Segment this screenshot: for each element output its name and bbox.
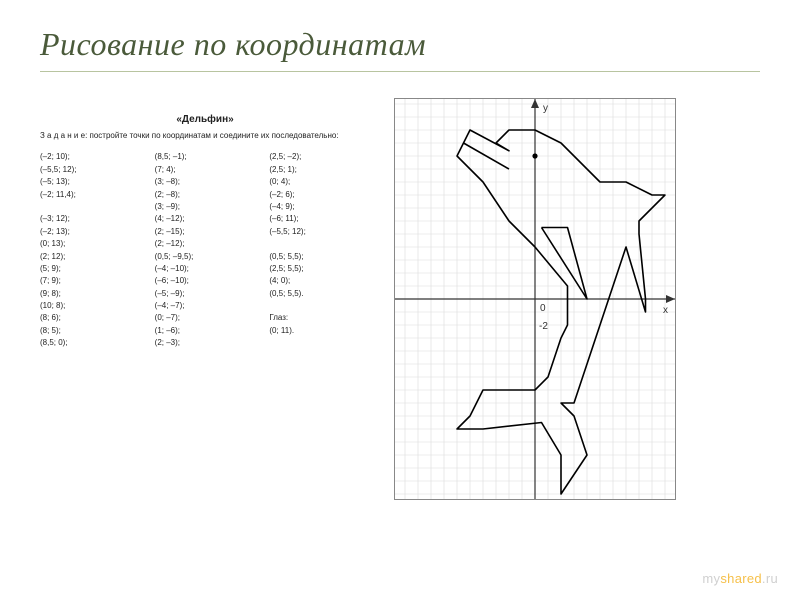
coord-cell: (2,5; –2); — [269, 151, 370, 163]
svg-text:x: x — [663, 305, 668, 316]
svg-text:-2: -2 — [539, 321, 548, 332]
slide: Рисование по координатам «Дельфин» З а д… — [0, 0, 800, 600]
chart-panel: y x 0 -2 — [394, 98, 676, 505]
instruction-text: постройте точки по координатам и соедини… — [90, 131, 339, 140]
coord-cell — [269, 238, 370, 250]
content-row: «Дельфин» З а д а н и е: постройте точки… — [40, 98, 760, 505]
coord-cell: (–6; –10); — [155, 275, 256, 287]
coord-cell: Глаз: — [269, 312, 370, 324]
coord-cell: (3; –9); — [155, 201, 256, 213]
coord-cell: (0; 13); — [40, 238, 141, 250]
coord-cell: (3; –8); — [155, 176, 256, 188]
coord-cell: (8; 6); — [40, 312, 141, 324]
coord-cell: (0,5; –9,5); — [155, 251, 256, 263]
coord-cell: (5; 9); — [40, 263, 141, 275]
watermark-a: my — [702, 571, 720, 586]
coord-cell — [40, 201, 141, 213]
coord-cell: (2; –15); — [155, 226, 256, 238]
coord-cell: (2,5; 5,5); — [269, 263, 370, 275]
coord-cell: (0,5; 5,5); — [269, 251, 370, 263]
coordinate-list: (–2; 10); (8,5; –1); (2,5; –2); (–5,5; 12);… — [40, 151, 370, 349]
title-rule — [40, 71, 760, 72]
coord-cell: (–5; –9); — [155, 288, 256, 300]
coord-cell: (8; 5); — [40, 325, 141, 337]
coord-cell: (–3; 12); — [40, 213, 141, 225]
coord-cell: (8,5; 0); — [40, 337, 141, 349]
coord-cell: (8,5; –1); — [155, 151, 256, 163]
watermark-b: shared — [720, 571, 762, 586]
coord-cell: (2; –12); — [155, 238, 256, 250]
figure-name: «Дельфин» — [40, 114, 370, 125]
watermark: myshared.ru — [702, 571, 778, 586]
coord-cell: (–5; 13); — [40, 176, 141, 188]
coord-cell: (–2; 11,4); — [40, 189, 141, 201]
coordinates-panel: «Дельфин» З а д а н и е: постройте точки… — [40, 98, 370, 350]
coord-cell: (–4; –10); — [155, 263, 256, 275]
coord-cell: (–2; 13); — [40, 226, 141, 238]
coord-cell: (–2; 6); — [269, 189, 370, 201]
instruction: З а д а н и е: постройте точки по коорди… — [40, 131, 370, 141]
coord-cell: (2; –3); — [155, 337, 256, 349]
coord-cell: (2,5; 1); — [269, 164, 370, 176]
coord-cell: (7; 4); — [155, 164, 256, 176]
coord-cell: (10; 8); — [40, 300, 141, 312]
coord-cell: (–4; 9); — [269, 201, 370, 213]
coord-cell: (2; –8); — [155, 189, 256, 201]
svg-text:y: y — [543, 103, 548, 114]
coord-cell: (–2; 10); — [40, 151, 141, 163]
coordinate-chart: y x 0 -2 — [394, 98, 676, 500]
coord-cell: (9; 8); — [40, 288, 141, 300]
coord-cell: (7; 9); — [40, 275, 141, 287]
coord-cell: (–5,5; 12); — [40, 164, 141, 176]
coord-cell: (0; –7); — [155, 312, 256, 324]
coord-cell: (0; 11). — [269, 325, 370, 337]
coord-cell: (4; 0); — [269, 275, 370, 287]
coord-cell: (–6; 11); — [269, 213, 370, 225]
watermark-c: .ru — [762, 571, 778, 586]
coord-cell — [269, 337, 370, 349]
instruction-label: З а д а н и е: — [40, 131, 90, 140]
coord-cell: (0; 4); — [269, 176, 370, 188]
coord-cell: (4; –12); — [155, 213, 256, 225]
coord-cell: (–4; –7); — [155, 300, 256, 312]
svg-text:0: 0 — [540, 303, 546, 314]
coord-cell: (1; –6); — [155, 325, 256, 337]
coord-cell: (0,5; 5,5). — [269, 288, 370, 300]
page-title: Рисование по координатам — [40, 26, 760, 63]
coord-cell: (–5,5; 12); — [269, 226, 370, 238]
coord-cell — [269, 300, 370, 312]
coord-cell: (2; 12); — [40, 251, 141, 263]
